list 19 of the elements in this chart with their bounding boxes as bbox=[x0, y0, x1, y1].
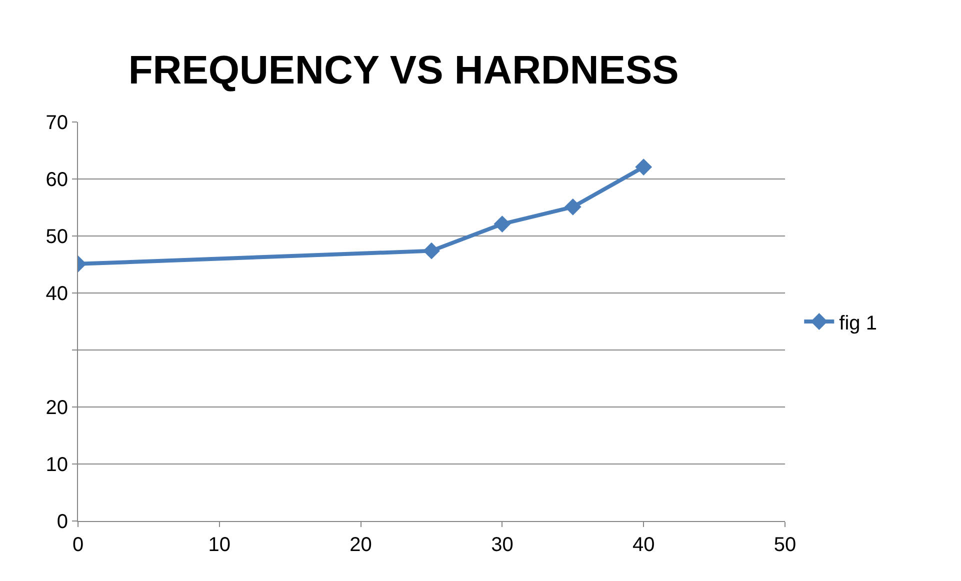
x-tick-label: 10 bbox=[208, 534, 231, 556]
legend-label: fig 1 bbox=[839, 312, 877, 334]
x-tick-label: 20 bbox=[350, 534, 372, 556]
x-tick-label: 40 bbox=[632, 534, 655, 556]
x-tick-label: 0 bbox=[72, 534, 84, 556]
y-tick-label: 40 bbox=[46, 283, 68, 305]
x-tick-label: 30 bbox=[491, 534, 514, 556]
chart-title: FREQUENCY VS HARDNESS bbox=[128, 48, 679, 93]
x-tick-label: 50 bbox=[774, 534, 796, 556]
y-tick-label: 60 bbox=[46, 169, 68, 191]
y-tick-label: 70 bbox=[46, 112, 68, 134]
y-tick-label: 10 bbox=[46, 454, 68, 476]
y-tick-label: 50 bbox=[46, 226, 68, 248]
y-tick-label: 0 bbox=[56, 511, 68, 533]
y-tick-label: 20 bbox=[46, 397, 68, 419]
point bbox=[494, 216, 511, 232]
point bbox=[635, 158, 652, 176]
point bbox=[423, 242, 440, 260]
point bbox=[564, 198, 582, 216]
